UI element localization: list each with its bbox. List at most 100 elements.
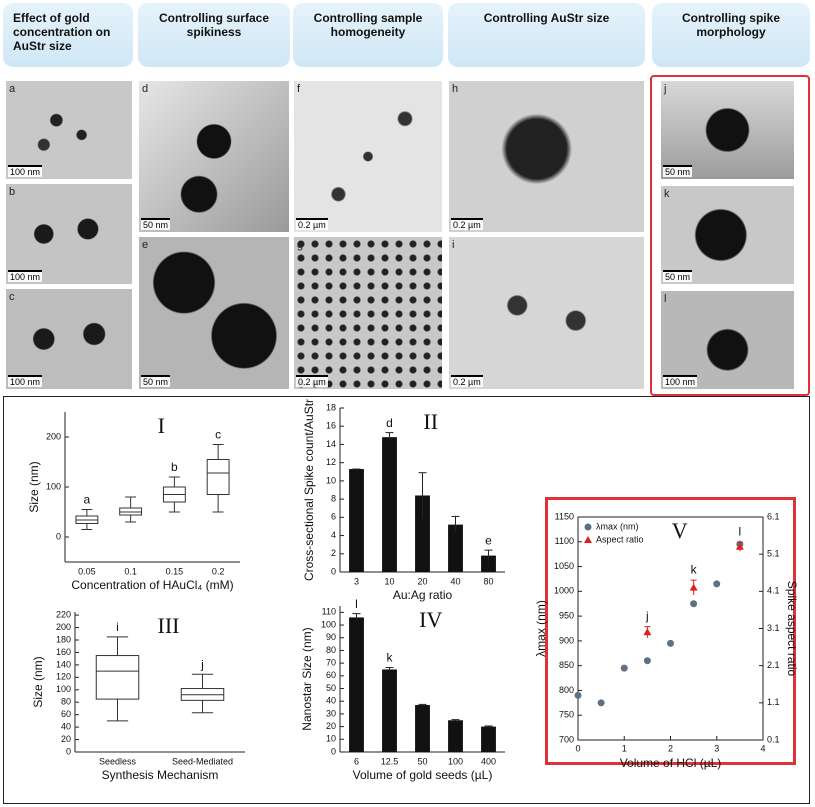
panel-letter: e — [142, 239, 149, 251]
bar — [382, 669, 397, 752]
y-tick-label: 0 — [331, 746, 336, 756]
y2-tick-label: 5.1 — [767, 549, 780, 559]
tem-image: h 0.2 µm — [448, 80, 645, 233]
y2-tick-label: 0.1 — [767, 734, 780, 744]
y-tick-label: 2 — [331, 548, 336, 558]
y-tick-label: 60 — [61, 709, 71, 719]
panel-letter: a — [9, 83, 16, 95]
y-tick-label: 6 — [331, 512, 336, 522]
annotation: k — [387, 651, 394, 665]
point — [667, 639, 674, 647]
point — [643, 657, 651, 665]
legend-label: λmax (nm) — [596, 521, 639, 531]
annotation: e — [485, 533, 492, 547]
tem-image: a 100 nm — [5, 80, 133, 180]
scale-bar: 100 nm — [8, 165, 43, 177]
y-tick-label: 800 — [559, 685, 574, 695]
tem-image: b 100 nm — [5, 183, 133, 285]
y-axis-label: λmax (nm) — [534, 600, 548, 657]
y-tick-label: 140 — [56, 659, 71, 669]
y-tick-label: 80 — [61, 697, 71, 707]
x-tick-label: 3 — [354, 576, 359, 586]
bar — [382, 437, 397, 572]
annotation: i — [116, 620, 119, 634]
x-tick-label: 80 — [483, 576, 493, 586]
x-axis-label: Synthesis Mechanism — [102, 768, 219, 782]
x-tick-label: 0.15 — [166, 566, 184, 576]
tem-image: g 0.2 µm — [293, 236, 443, 390]
x-tick-label: 0 — [575, 743, 580, 753]
tem-image: l 100 nm — [660, 290, 795, 390]
scale-bar: 50 nm — [141, 218, 171, 230]
plot-frame — [577, 516, 764, 741]
y-tick-label: 100 — [321, 619, 336, 629]
y-tick-label: 16 — [326, 421, 336, 431]
bar — [448, 524, 463, 572]
scale-bar: 50 nm — [663, 165, 693, 177]
x-tick-label: 10 — [384, 576, 394, 586]
y2-axis-label: Spike aspect ratio — [785, 581, 799, 677]
annotation: c — [215, 428, 221, 442]
annotation: k — [691, 562, 698, 576]
tem-image: k 50 nm — [660, 185, 795, 285]
scale-bar: 50 nm — [141, 375, 171, 387]
x-tick-label: 2 — [668, 743, 673, 753]
y-tick-label: 12 — [326, 457, 336, 467]
y-tick-label: 1000 — [554, 586, 574, 596]
chart-title: IV — [419, 607, 442, 632]
x-tick-label: Seedless — [99, 756, 137, 766]
scale-bar: 0.2 µm — [296, 375, 328, 387]
x-tick-label: 4 — [760, 743, 765, 753]
y-tick-label: 50 — [326, 683, 336, 693]
box — [206, 459, 230, 495]
x-tick-label: 20 — [417, 576, 427, 586]
bar — [349, 469, 364, 572]
scale-bar: 0.2 µm — [296, 218, 328, 230]
scale-bar: 100 nm — [8, 375, 43, 387]
y-tick-label: 70 — [326, 658, 336, 668]
panel-letter: h — [452, 83, 459, 95]
x-axis-label: Au:Ag ratio — [393, 588, 453, 602]
y-tick-label: 8 — [331, 493, 336, 503]
x-axis-label: Volume of gold seeds (µL) — [353, 768, 493, 782]
legend-marker — [584, 536, 592, 543]
y-tick-label: 10 — [326, 734, 336, 744]
tem-image: c 100 nm — [5, 288, 133, 390]
point — [689, 583, 698, 591]
chart-title: III — [158, 613, 180, 638]
y-tick-label: 90 — [326, 632, 336, 642]
panel-letter: i — [452, 239, 455, 251]
x-axis-label: Concentration of HAuCl₄ (mM) — [71, 578, 233, 592]
panel-letter: j — [664, 83, 667, 95]
panel-letter: b — [9, 186, 16, 198]
x-tick-label: 400 — [481, 756, 496, 766]
chart-panel — [3, 396, 810, 804]
x-tick-label: 0.2 — [212, 566, 225, 576]
x-tick-label: 100 — [448, 756, 463, 766]
y-axis-label: Nanostar Size (nm) — [300, 627, 314, 730]
point — [735, 542, 744, 550]
point — [574, 691, 582, 699]
chart-title: V — [672, 518, 688, 543]
panel-letter: k — [664, 188, 670, 200]
y-tick-label: 160 — [56, 647, 71, 657]
column-header: Controlling AuStr size — [448, 3, 645, 67]
box — [95, 655, 140, 700]
y-tick-label: 40 — [326, 696, 336, 706]
y-tick-label: 200 — [46, 431, 61, 441]
y-tick-label: 100 — [46, 481, 61, 491]
y-tick-label: 1150 — [555, 511, 574, 521]
y-tick-label: 20 — [61, 734, 71, 744]
annotation: d — [386, 416, 393, 430]
x-tick-label: 1 — [622, 743, 627, 753]
y-tick-label: 220 — [56, 609, 71, 619]
x-axis-label: Volume of HCl (µL) — [620, 756, 722, 770]
x-tick-label: Seed-Mediated — [172, 756, 233, 766]
legend-label: Aspect ratio — [596, 534, 644, 544]
x-tick-label: 50 — [417, 756, 427, 766]
y-tick-label: 200 — [56, 622, 71, 632]
x-tick-label: 0.05 — [78, 566, 96, 576]
y-axis-label: Cross-sectional Spike count/AuStr — [302, 399, 316, 581]
x-tick-label: 0.1 — [124, 566, 137, 576]
